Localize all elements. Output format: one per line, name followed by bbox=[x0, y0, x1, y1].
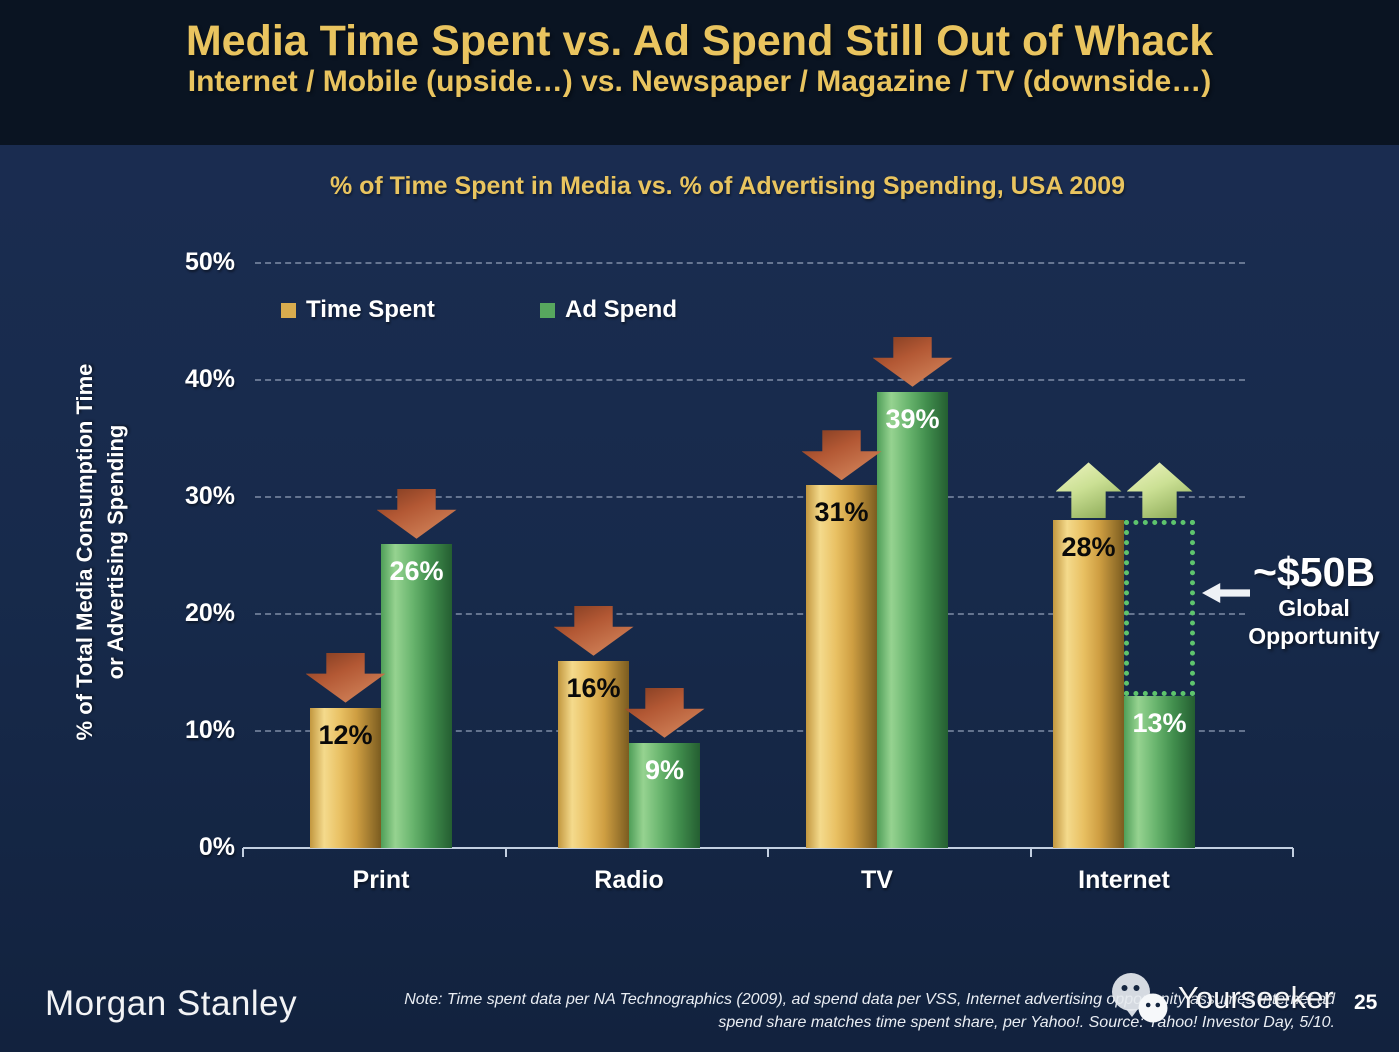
value-label-time-spent-print: 12% bbox=[318, 719, 373, 750]
value-label-time-spent-internet: 28% bbox=[1061, 532, 1116, 563]
opportunity-label-line1: Global bbox=[1278, 595, 1350, 621]
page-number: 25 bbox=[1354, 991, 1378, 1014]
bar-ad-spend-tv bbox=[877, 391, 948, 848]
chart-title: % of Time Spent in Media vs. % of Advert… bbox=[329, 172, 1126, 200]
gridline-30 bbox=[255, 496, 1245, 498]
value-label-ad-spend-tv: 39% bbox=[885, 403, 940, 434]
morgan-stanley-logo: Morgan Stanley bbox=[45, 984, 298, 1023]
x-axis-tick bbox=[1292, 848, 1294, 857]
bar-time-spent-print bbox=[310, 707, 381, 848]
category-label-internet: Internet bbox=[1078, 866, 1170, 894]
y-tick-label-10: 10% bbox=[184, 716, 235, 744]
category-label-radio: Radio bbox=[594, 866, 664, 894]
gridline-40 bbox=[255, 379, 1245, 381]
y-axis-label-line2: or Advertising Spending bbox=[103, 424, 128, 680]
bar-time-spent-tv bbox=[806, 485, 877, 848]
bar-ad-spend-print bbox=[381, 543, 452, 848]
category-label-print: Print bbox=[352, 866, 410, 894]
gridline-10 bbox=[255, 730, 1245, 732]
bar-ad-spend-radio bbox=[629, 742, 700, 848]
x-axis-tick bbox=[767, 848, 769, 857]
legend-swatch-time-spent bbox=[281, 302, 296, 318]
wechat-logo-icon bbox=[1112, 973, 1168, 1023]
y-axis-label-line1: % of Total Media Consumption Time bbox=[72, 363, 97, 741]
x-axis-tick bbox=[504, 848, 507, 857]
legend-label-time-spent: Time Spent bbox=[306, 296, 435, 323]
opportunity-dotted-box bbox=[1124, 520, 1195, 696]
y-tick-label-20: 20% bbox=[184, 599, 235, 627]
y-tick-label-0: 0% bbox=[198, 833, 235, 861]
trend-up-arrow-time-spent-internet bbox=[1055, 462, 1122, 519]
opportunity-amount: ~$50B bbox=[1253, 549, 1375, 595]
category-label-tv: TV bbox=[861, 866, 893, 894]
y-axis-label: % of Total Media Consumption Time or Adv… bbox=[69, 262, 131, 842]
trend-up-arrow-ad-spend-internet bbox=[1126, 462, 1193, 519]
bar-time-spent-radio bbox=[558, 660, 629, 848]
legend-item-time-spent: Time Spent bbox=[281, 296, 435, 324]
slide-header: Media Time Spent vs. Ad Spend Still Out … bbox=[0, 0, 1399, 145]
legend-label-ad-spend: Ad Spend bbox=[565, 296, 677, 323]
watermark: Yourseeker bbox=[1108, 971, 1334, 1025]
watermark-text: Yourseeker bbox=[1178, 980, 1334, 1015]
legend-swatch-ad-spend bbox=[540, 302, 555, 318]
trend-down-arrow-time-spent-tv bbox=[801, 430, 882, 481]
value-label-time-spent-tv: 31% bbox=[814, 497, 869, 528]
slide-title: Media Time Spent vs. Ad Spend Still Out … bbox=[185, 17, 1214, 65]
footnote: Note: Time spent data per NA Technograph… bbox=[404, 988, 1335, 1034]
y-tick-label-30: 30% bbox=[184, 482, 235, 510]
value-label-ad-spend-internet: 13% bbox=[1132, 707, 1187, 738]
gridline-50 bbox=[255, 262, 1245, 264]
y-tick-label-50: 50% bbox=[184, 248, 235, 276]
y-tick-label-40: 40% bbox=[184, 365, 235, 393]
x-axis-tick bbox=[1029, 848, 1032, 857]
trend-down-arrow-time-spent-print bbox=[305, 652, 386, 703]
value-label-ad-spend-radio: 9% bbox=[644, 754, 685, 785]
bar-ad-spend-internet bbox=[1124, 695, 1195, 848]
gridline-20 bbox=[255, 613, 1245, 615]
x-axis-tick bbox=[242, 848, 244, 857]
footnote-line2: spend share matches time spent share, pe… bbox=[718, 1014, 1335, 1031]
legend-item-ad-spend: Ad Spend bbox=[540, 296, 677, 324]
footnote-line1: Note: Time spent data per NA Technograph… bbox=[404, 991, 1335, 1008]
value-label-ad-spend-print: 26% bbox=[389, 555, 444, 586]
bar-time-spent-internet bbox=[1053, 520, 1124, 848]
opportunity-label-line2: Opportunity bbox=[1248, 623, 1380, 649]
slide-subtitle: Internet / Mobile (upside…) vs. Newspape… bbox=[187, 65, 1212, 99]
value-label-time-spent-radio: 16% bbox=[566, 672, 621, 703]
opportunity-annotation: ~$50B Global Opportunity bbox=[1232, 550, 1396, 650]
